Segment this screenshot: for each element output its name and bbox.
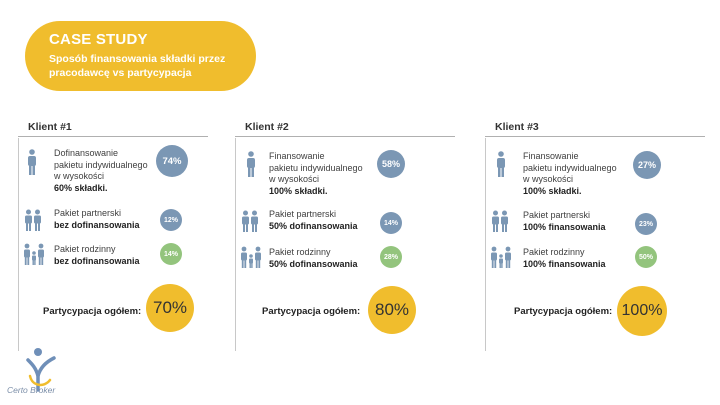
- header-subtitle-line2: pracodawcę vs partycypacja: [49, 67, 192, 79]
- individual-participation-badge: 27%: [633, 151, 661, 179]
- total-participation-label: Partycypacja ogółem:: [514, 306, 613, 317]
- family-package-text: Pakiet rodzinny bez dofinansowania: [54, 244, 140, 266]
- partner-package-text: Pakiet partnerski 50% dofinansowania: [269, 209, 358, 231]
- client-column-3: Klient #3 Finansowanie pakietu indywidua…: [485, 121, 705, 351]
- family-icon: [491, 246, 511, 268]
- individual-participation-badge: 74%: [156, 145, 188, 177]
- column-divider: [485, 138, 486, 351]
- individual-participation-badge: 58%: [377, 150, 405, 178]
- couple-icon: [492, 210, 508, 232]
- individual-package-text: Finansowanie pakietu indywidualnego w wy…: [523, 151, 617, 196]
- partner-package-text: Pakiet partnerski bez dofinansowania: [54, 208, 140, 230]
- person-icon: [497, 151, 505, 177]
- total-participation-label: Partycypacja ogółem:: [43, 306, 142, 317]
- individual-package-text: Dofinansowanie pakietu indywidualnego w …: [54, 148, 148, 193]
- family-package-text: Pakiet rodzinny 100% finansowania: [523, 247, 606, 269]
- individual-package-text: Finansowanie pakietu indywidualnego w wy…: [269, 151, 363, 196]
- total-participation-badge: 80%: [368, 286, 416, 334]
- family-icon: [241, 246, 261, 268]
- partner-participation-badge: 12%: [160, 209, 182, 231]
- family-participation-badge: 50%: [635, 246, 657, 268]
- family-icon: [24, 243, 44, 265]
- certo-broker-logo: [26, 348, 56, 392]
- client-column-2: Klient #2 Finansowanie pakietu indywidua…: [235, 121, 455, 351]
- partner-package-text: Pakiet partnerski 100% finansowania: [523, 210, 606, 232]
- client-column-1: Klient #1 Dofinansowanie pakietu indywid…: [18, 121, 208, 351]
- couple-icon: [25, 209, 41, 231]
- total-participation-badge: 100%: [617, 286, 667, 336]
- family-participation-badge: 14%: [160, 243, 182, 265]
- client-title: Klient #3: [485, 121, 705, 137]
- header-title: CASE STUDY: [49, 31, 148, 48]
- logo-text: Certo Broker: [7, 385, 56, 395]
- person-icon: [28, 149, 36, 175]
- family-package-text: Pakiet rodzinny 50% dofinansowania: [269, 247, 358, 269]
- couple-icon: [242, 210, 258, 232]
- total-participation-badge: 70%: [146, 284, 194, 332]
- person-icon: [247, 151, 255, 177]
- family-participation-badge: 28%: [380, 246, 402, 268]
- partner-participation-badge: 23%: [635, 213, 657, 235]
- partner-participation-badge: 14%: [380, 212, 402, 234]
- case-study-header: CASE STUDY Sposób finansowania składki p…: [25, 21, 256, 91]
- client-title: Klient #2: [235, 121, 455, 137]
- header-subtitle-line1: Sposób finansowania składki przez: [49, 53, 226, 65]
- client-title: Klient #1: [18, 121, 208, 137]
- column-divider: [235, 138, 236, 351]
- total-participation-label: Partycypacja ogółem:: [262, 306, 361, 317]
- column-divider: [18, 138, 19, 351]
